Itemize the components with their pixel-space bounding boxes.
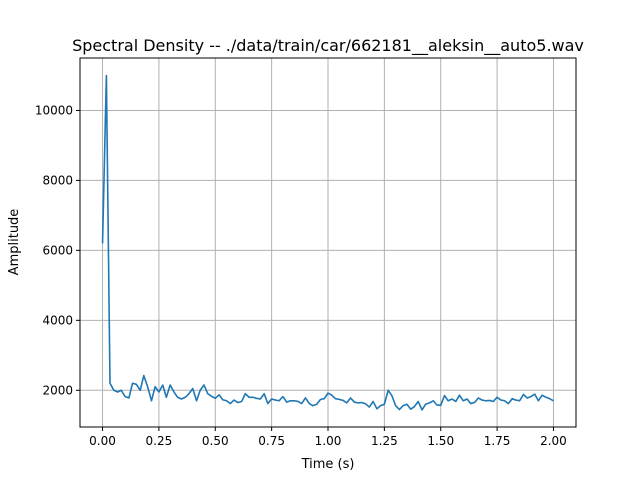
x-tick-label: 0.75	[258, 434, 285, 448]
y-axis-label: Amplitude	[7, 209, 22, 276]
tick-labels: 0.00 0.25 0.50 0.75 1.00 1.25 1.50 1.75 2.00 2000…	[35, 103, 567, 448]
chart-title: Spectral Density -- ./data/train/car/662…	[72, 36, 584, 56]
axis-ticks	[76, 109, 554, 431]
y-tick-label: 6000	[42, 243, 73, 257]
x-tick-label: 1.25	[371, 434, 398, 448]
y-tick-label: 2000	[42, 383, 73, 397]
data-series	[101, 74, 554, 411]
x-tick-label: 0.25	[146, 434, 173, 448]
plot-frame	[79, 57, 577, 428]
y-tick-label: 10000	[35, 103, 73, 117]
x-tick-label: 1.75	[484, 434, 511, 448]
x-axis-label: Time (s)	[301, 457, 355, 472]
y-tick-label: 8000	[42, 173, 73, 187]
x-tick-label: 1.00	[315, 434, 342, 448]
x-tick-label: 2.00	[540, 434, 567, 448]
x-tick-label: 0.00	[89, 434, 116, 448]
series-line	[101, 74, 554, 411]
grid-lines	[80, 58, 576, 427]
x-tick-label: 0.50	[202, 434, 229, 448]
x-tick-label: 1.50	[427, 434, 454, 448]
y-tick-label: 4000	[42, 313, 73, 327]
